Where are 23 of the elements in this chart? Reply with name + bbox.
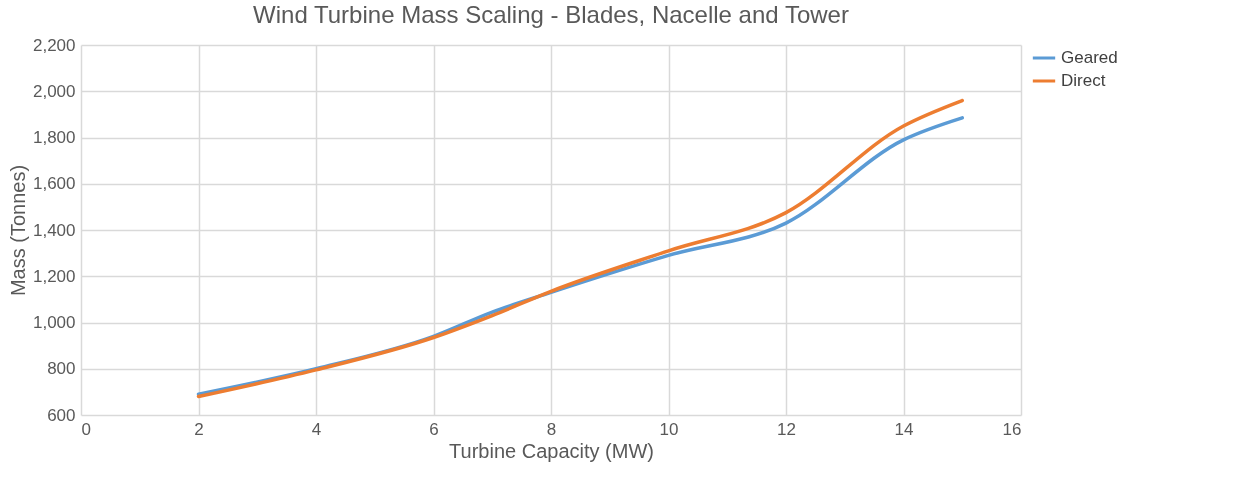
legend-label: Geared	[1061, 48, 1118, 67]
y-tick-label: 1,600	[32, 174, 76, 194]
x-tick-label: 2	[194, 419, 204, 439]
x-tick-label: 8	[546, 419, 557, 439]
x-axis-title: Turbine Capacity (MW)	[449, 439, 654, 462]
x-tick-label: 10	[659, 419, 679, 439]
y-tick-label: 2,200	[32, 35, 76, 55]
chart-title: Wind Turbine Mass Scaling - Blades, Nacelle and Tower	[253, 1, 849, 28]
x-tick-label: 16	[1002, 419, 1022, 439]
y-axis-title: Mass (Tonnes)	[6, 164, 29, 297]
x-tick-label: 4	[311, 419, 322, 439]
y-tick-label: 1,400	[32, 220, 76, 240]
x-tick-label: 12	[777, 419, 796, 439]
x-tick-label: 6	[429, 419, 439, 439]
y-tick-label: 2,000	[32, 81, 76, 101]
y-tick-label: 1,800	[32, 128, 76, 147]
y-tick-label: 600	[47, 405, 76, 425]
legend-label: Direct	[1061, 71, 1106, 90]
y-tick-label: 800	[47, 359, 76, 379]
x-tick-label: 14	[894, 419, 914, 439]
y-tick-label: 1,200	[32, 266, 76, 286]
y-tick-label: 1,000	[32, 313, 76, 332]
x-tick-label: 0	[81, 419, 91, 439]
